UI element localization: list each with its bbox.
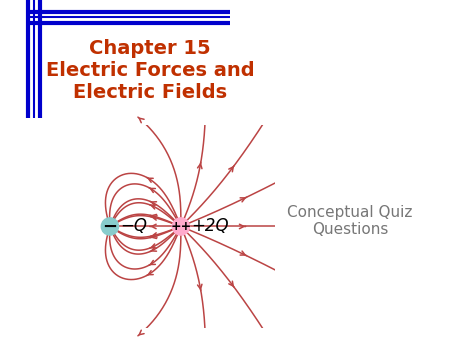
Text: Electric Forces and: Electric Forces and bbox=[46, 61, 254, 79]
Text: Conceptual Quiz: Conceptual Quiz bbox=[287, 206, 413, 220]
Text: −Q: −Q bbox=[121, 217, 148, 236]
Text: Questions: Questions bbox=[312, 222, 388, 238]
Text: +2Q: +2Q bbox=[192, 217, 229, 236]
Text: −: − bbox=[102, 217, 117, 236]
Circle shape bbox=[101, 218, 118, 235]
Text: Electric Fields: Electric Fields bbox=[73, 82, 227, 101]
Text: Chapter 15: Chapter 15 bbox=[89, 39, 211, 57]
Text: ++: ++ bbox=[170, 220, 192, 233]
Circle shape bbox=[172, 218, 189, 235]
